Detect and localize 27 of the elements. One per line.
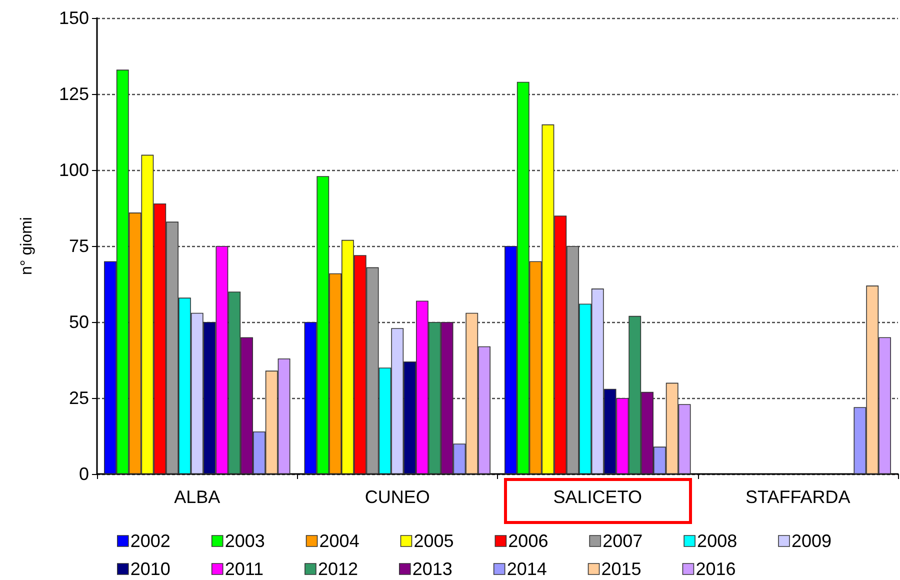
legend-label: 2012 <box>318 559 358 579</box>
y-tick-label: 125 <box>58 84 89 104</box>
legend-label: 2005 <box>414 531 454 551</box>
legend-label: 2014 <box>506 559 547 579</box>
y-tick-label: 75 <box>68 236 89 256</box>
y-tick-label: 0 <box>78 464 89 484</box>
legend-label: 2013 <box>412 559 452 579</box>
x-tick-label: ALBA <box>174 487 220 507</box>
legend-label: 2002 <box>130 531 170 551</box>
x-tick-label: CUNEO <box>364 487 430 507</box>
legend-label: 2011 <box>224 559 264 579</box>
legend-label: 2004 <box>319 531 360 551</box>
y-tick-label: 50 <box>68 312 89 332</box>
y-tick-label: 25 <box>68 388 89 408</box>
legend-label: 2015 <box>601 559 642 579</box>
legend-label: 2003 <box>224 531 265 551</box>
y-tick-label: 150 <box>58 8 89 28</box>
legend-label: 2010 <box>130 559 170 579</box>
x-tick-label: SALICETO <box>553 487 642 507</box>
x-tick-label: STAFFARDA <box>746 487 850 507</box>
legend-label: 2006 <box>508 531 548 551</box>
y-axis-title: n° giomi <box>18 217 36 275</box>
legend-label: 2016 <box>696 559 736 579</box>
legend-label: 2009 <box>792 531 832 551</box>
legend-label: 2007 <box>602 531 643 551</box>
y-tick-label: 100 <box>58 160 89 180</box>
legend-label: 2008 <box>697 531 738 551</box>
